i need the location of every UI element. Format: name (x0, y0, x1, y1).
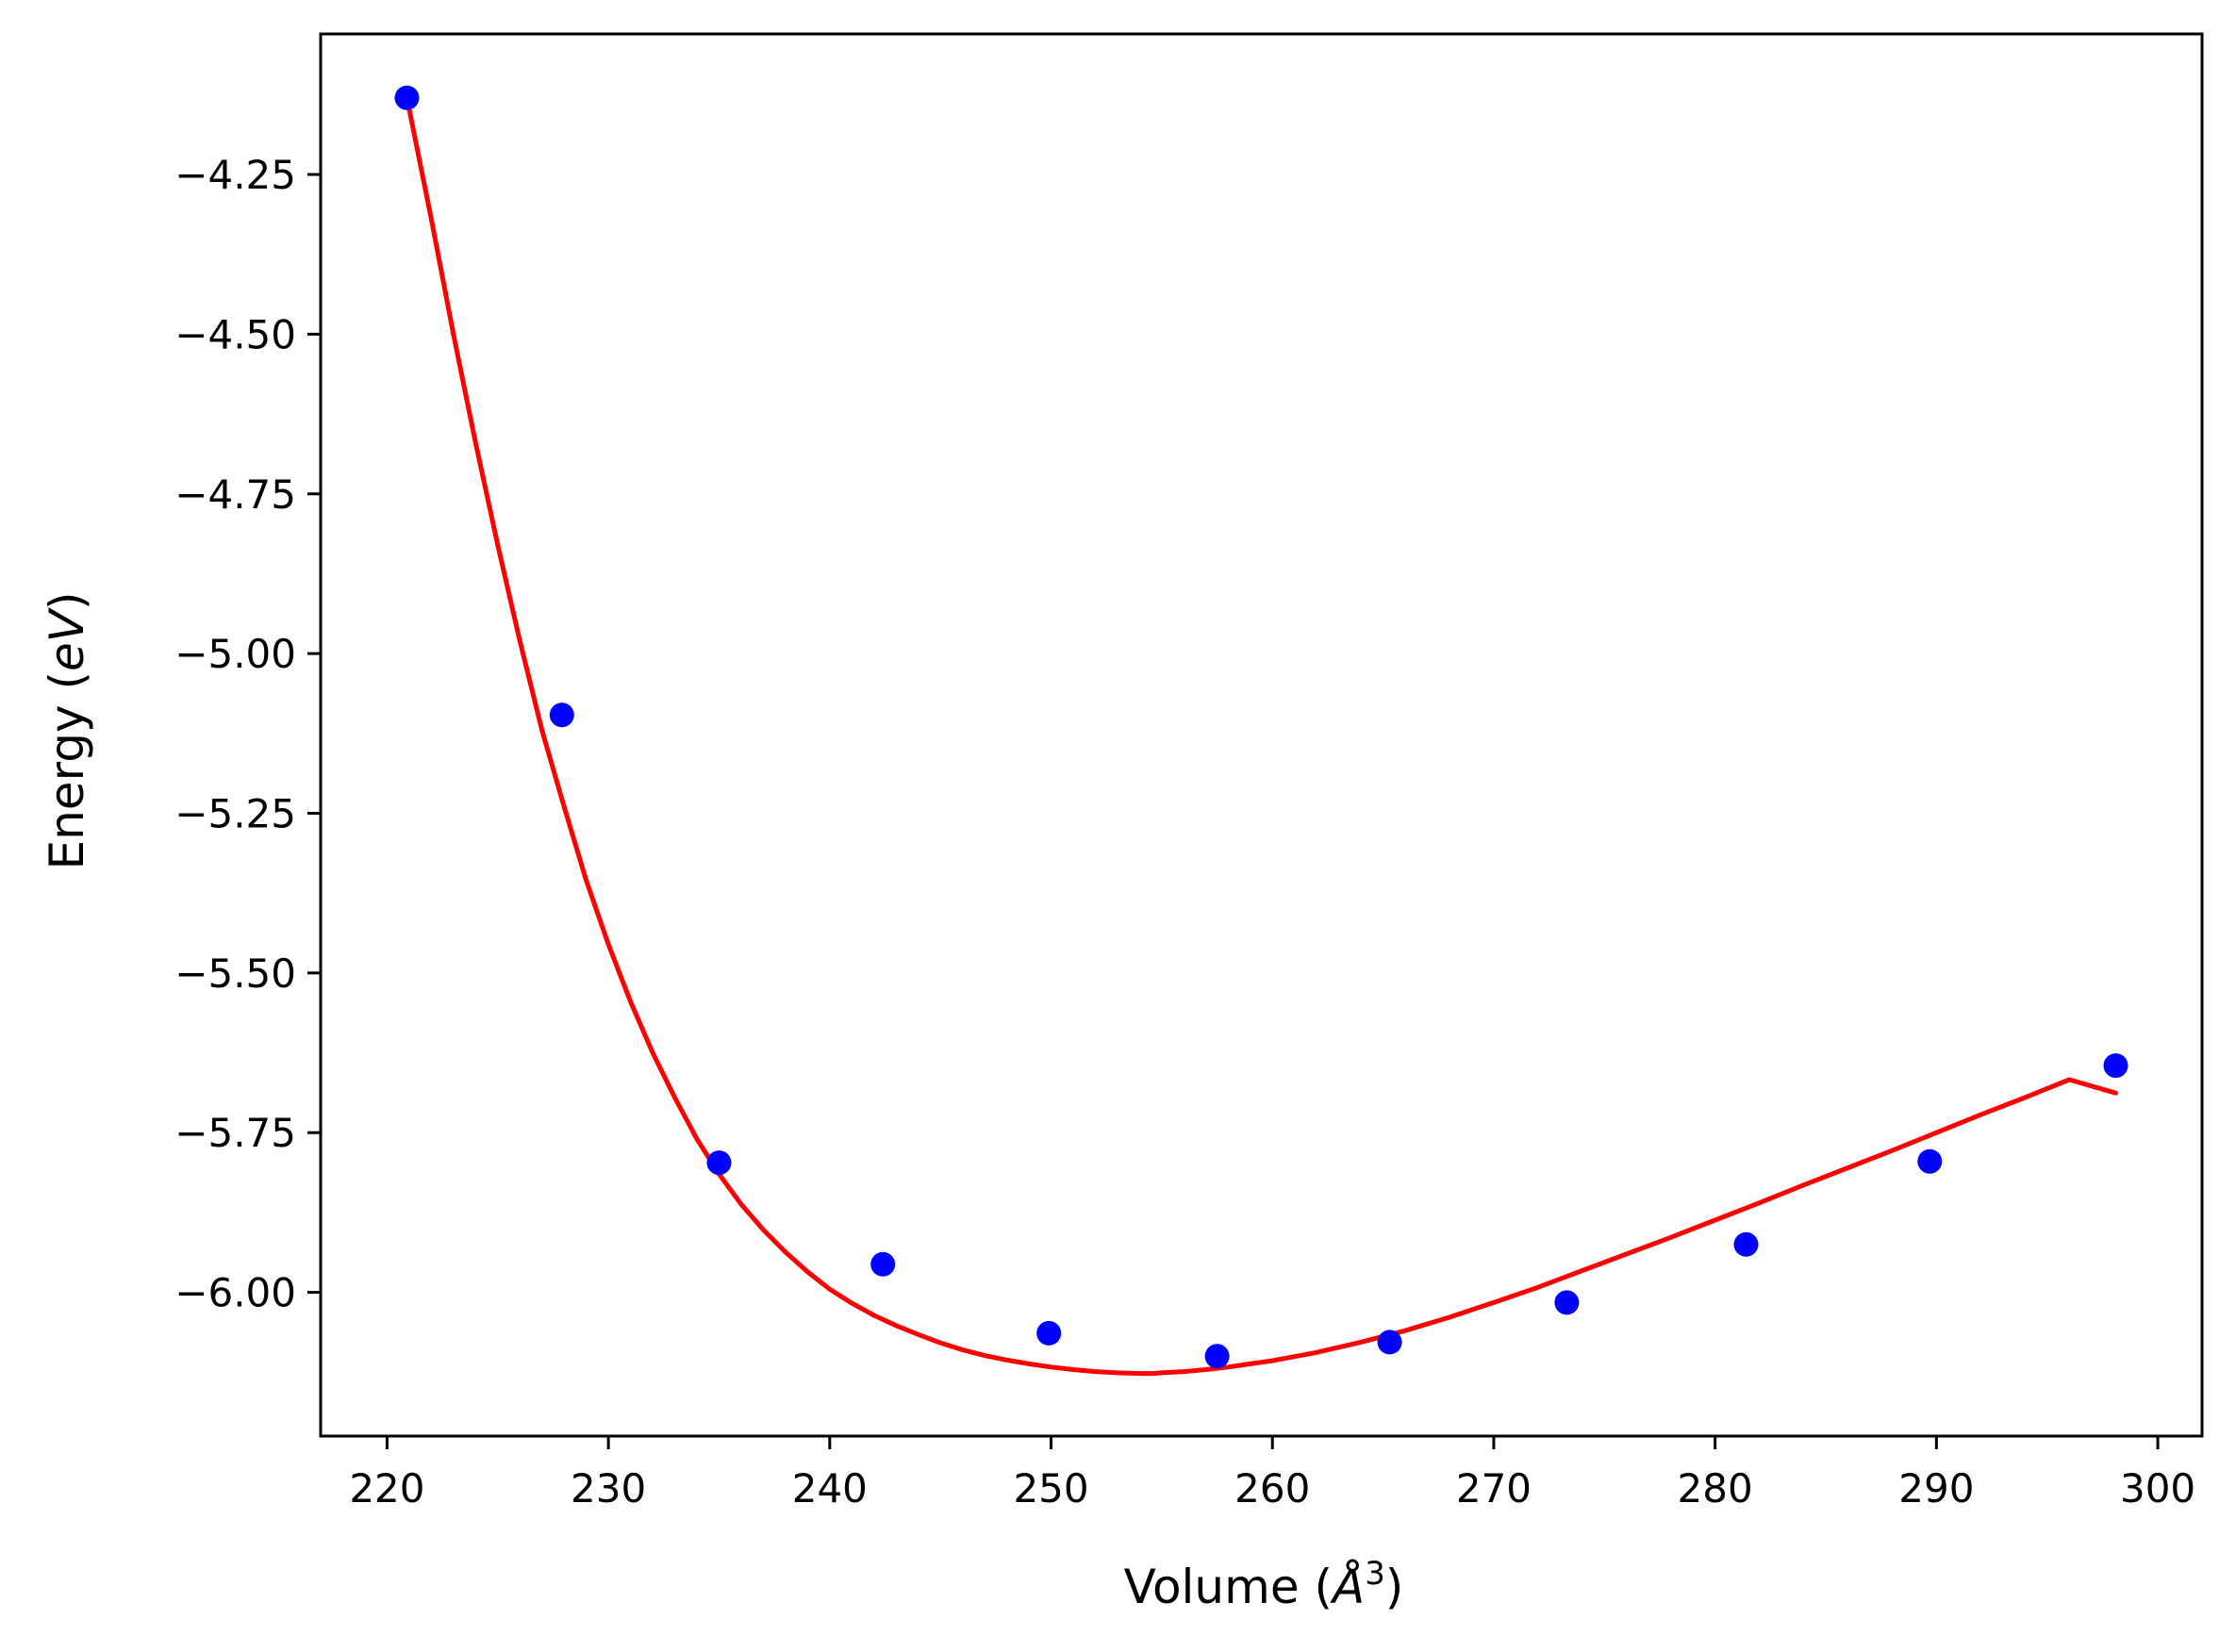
data-point-5 (1036, 1320, 1062, 1346)
x-ticks: 220 230 240 250 260 270 280 290 300 (349, 1436, 2195, 1512)
fit-curve-line (405, 95, 2118, 1377)
data-point-4 (870, 1251, 896, 1277)
x-tick-label: 270 (1456, 1465, 1532, 1512)
y-axis-label: Energy (eV) (40, 592, 94, 870)
y-tick-label: −5.00 (174, 631, 296, 677)
x-tick-label: 280 (1678, 1465, 1753, 1512)
data-point-2 (549, 702, 574, 728)
data-point-9 (1733, 1231, 1759, 1257)
data-point-8 (1554, 1290, 1580, 1315)
data-point-3 (706, 1150, 732, 1176)
x-tick-label: 250 (1013, 1465, 1088, 1512)
y-tick-label: −4.25 (174, 152, 296, 198)
x-tick-label: 240 (792, 1465, 868, 1512)
y-tick-label: −5.50 (174, 950, 296, 997)
x-tick-label: 220 (349, 1465, 424, 1512)
data-point-7 (1377, 1330, 1402, 1355)
y-tick-label: −4.50 (174, 311, 296, 357)
x-axis-label: Volume (Å3) (1124, 1555, 1404, 1614)
x-tick-label: 260 (1234, 1465, 1310, 1512)
y-tick-label: −5.75 (174, 1110, 296, 1156)
y-tick-label: −6.00 (174, 1270, 296, 1316)
y-ticks: −4.25 −4.50 −4.75 −5.00 −5.25 −5.50 −5.75 −6.00 (174, 152, 321, 1316)
y-tick-label: −5.25 (174, 790, 296, 836)
x-tick-label: 300 (2120, 1465, 2195, 1512)
y-tick-label: −4.75 (174, 471, 296, 518)
data-point-1 (394, 85, 420, 110)
x-tick-label: 230 (571, 1465, 646, 1512)
data-point-10 (1917, 1148, 1943, 1174)
x-tick-label: 290 (1898, 1465, 1974, 1512)
data-point-6 (1204, 1344, 1230, 1369)
plot-frame (319, 32, 2204, 1438)
plot-layer (394, 85, 2128, 1377)
data-point-11 (2103, 1053, 2128, 1079)
